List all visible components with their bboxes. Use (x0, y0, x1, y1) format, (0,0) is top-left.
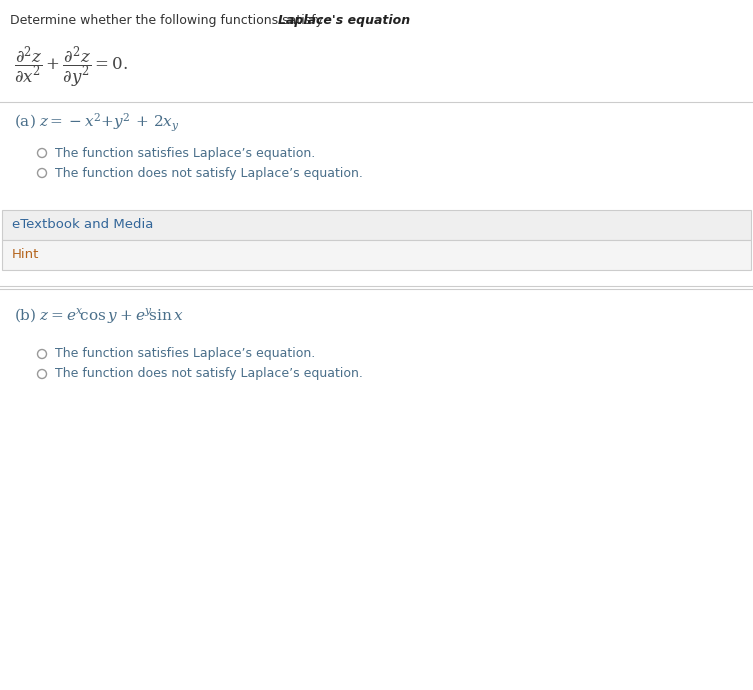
Text: The function does not satisfy Laplace’s equation.: The function does not satisfy Laplace’s … (55, 368, 363, 380)
FancyBboxPatch shape (2, 240, 751, 270)
Text: Laplace's equation: Laplace's equation (278, 14, 410, 27)
Text: $\dfrac{\partial^2 z}{\partial x^2} + \dfrac{\partial^2 z}{\partial y^2} = 0.$: $\dfrac{\partial^2 z}{\partial x^2} + \d… (14, 44, 128, 90)
Text: $\mathrm{(a)}\;z = -x^2{+}y^2\,+\,2x_y$: $\mathrm{(a)}\;z = -x^2{+}y^2\,+\,2x_y$ (14, 112, 180, 134)
Text: The function satisfies Laplace’s equation.: The function satisfies Laplace’s equatio… (55, 146, 316, 159)
Text: eTextbook and Media: eTextbook and Media (12, 219, 154, 232)
Text: $\mathrm{(b)}\;z = e^x\!\cos y + e^y\!\sin x$: $\mathrm{(b)}\;z = e^x\!\cos y + e^y\!\s… (14, 306, 184, 325)
Text: Determine whether the following functions satisfy: Determine whether the following function… (10, 14, 327, 27)
Text: The function does not satisfy Laplace’s equation.: The function does not satisfy Laplace’s … (55, 166, 363, 179)
Text: Hint: Hint (12, 248, 39, 262)
FancyBboxPatch shape (2, 210, 751, 240)
Text: The function satisfies Laplace’s equation.: The function satisfies Laplace’s equatio… (55, 348, 316, 360)
